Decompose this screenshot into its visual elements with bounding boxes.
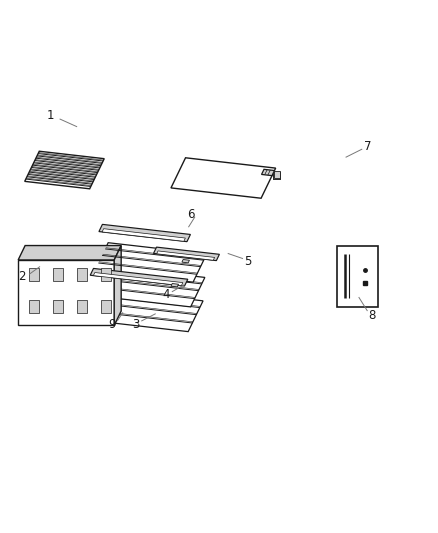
Bar (337, 246, 378, 306)
Text: 7: 7 (364, 140, 371, 153)
Bar (101, 300, 111, 313)
Bar (77, 300, 87, 313)
Polygon shape (171, 284, 179, 287)
Text: 2: 2 (18, 270, 25, 282)
Text: 4: 4 (163, 288, 170, 301)
Polygon shape (102, 229, 185, 241)
Polygon shape (261, 169, 275, 176)
Polygon shape (171, 158, 276, 198)
Polygon shape (182, 260, 190, 263)
Text: 3: 3 (132, 318, 140, 330)
Bar (29, 268, 39, 281)
Polygon shape (93, 272, 183, 286)
Polygon shape (86, 265, 205, 307)
Polygon shape (18, 246, 121, 260)
Text: 1: 1 (47, 109, 55, 123)
Polygon shape (95, 243, 207, 282)
Polygon shape (90, 269, 188, 286)
Polygon shape (153, 247, 219, 261)
Text: 8: 8 (368, 309, 375, 322)
Bar (29, 300, 39, 313)
Text: 5: 5 (244, 255, 251, 268)
Bar (101, 268, 111, 281)
Bar (77, 268, 87, 281)
Polygon shape (18, 260, 114, 326)
Bar (273, 172, 280, 179)
Bar (53, 268, 63, 281)
Bar (53, 300, 63, 313)
Polygon shape (77, 288, 203, 332)
Bar (273, 172, 280, 179)
Text: 9: 9 (108, 318, 116, 330)
Polygon shape (99, 224, 191, 241)
Text: 6: 6 (187, 208, 194, 221)
Polygon shape (114, 246, 121, 326)
Polygon shape (25, 151, 104, 189)
Bar (273, 171, 280, 178)
Polygon shape (157, 251, 215, 260)
